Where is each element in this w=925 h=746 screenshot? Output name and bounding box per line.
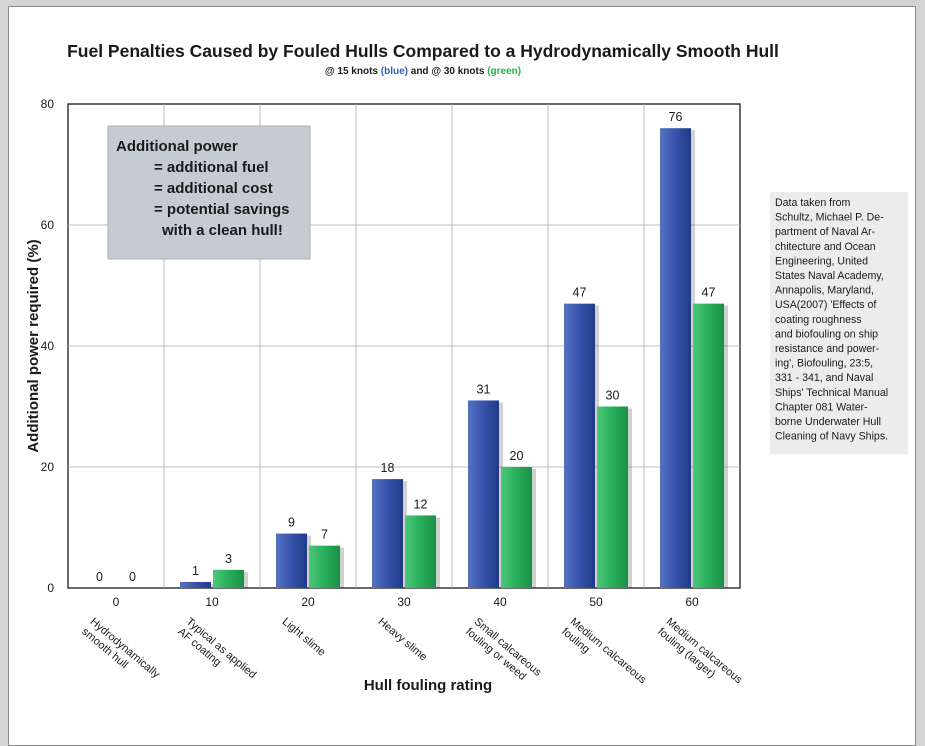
annotation-line: Additional power (116, 138, 238, 155)
x-tick-category: Light slime (280, 616, 328, 659)
x-tick-rating: 0 (113, 595, 120, 609)
x-tick-category-line: Heavy slime (376, 616, 430, 664)
annotation-background (107, 125, 311, 260)
note-line: chitecture and Ocean (775, 241, 876, 253)
x-tick-rating: 60 (685, 595, 699, 609)
annotation-line: = potential savings (154, 201, 289, 218)
annotation-line: = additional cost (154, 180, 273, 197)
bar-30-knots (405, 515, 436, 588)
bar-value-label: 47 (702, 286, 716, 300)
bar-value-label: 76 (669, 110, 683, 124)
note-line: Schultz, Michael P. De- (775, 212, 884, 224)
bar-value-label: 18 (381, 461, 395, 475)
bar-value-label: 20 (510, 449, 524, 463)
annotation-line: = additional fuel (154, 159, 269, 176)
bar-15-knots (276, 533, 307, 588)
bar-30-knots (501, 467, 532, 588)
y-tick-label: 60 (41, 218, 55, 232)
note-line: Ships' Technical Manual (775, 387, 888, 399)
bar-value-label: 9 (288, 516, 295, 530)
note-line: borne Underwater Hull (775, 416, 881, 428)
note-line: States Naval Academy, (775, 270, 884, 282)
x-tick-rating: 10 (205, 595, 219, 609)
note-line: USA(2007) 'Effects of (775, 299, 876, 311)
bar-30-knots (309, 545, 340, 588)
bar-value-label: 30 (606, 389, 620, 403)
bar-30-knots (693, 303, 724, 588)
note-line: Cleaning of Navy Ships. (775, 431, 888, 443)
note-line: resistance and power- (775, 343, 880, 355)
bar-15-knots (372, 479, 403, 588)
note-line: 331 - 341, and Naval (775, 372, 873, 384)
note-line: coating roughness (775, 314, 862, 326)
subtitle-green: (green) (487, 66, 521, 77)
note-line: and biofouling on ship (775, 328, 878, 340)
subtitle-blue: (blue) (381, 66, 408, 77)
note-line: Engineering, United (775, 255, 868, 267)
bar-15-knots (564, 303, 595, 588)
bar-30-knots (597, 406, 628, 588)
bars (180, 128, 728, 588)
note-line: ing', Biofouling, 23:5, (775, 358, 873, 370)
bar-30-knots (213, 569, 244, 588)
chart-title: Fuel Penalties Caused by Fouled Hulls Co… (67, 41, 779, 61)
bar-value-label: 1 (192, 564, 199, 578)
bar-15-knots (660, 128, 691, 588)
y-tick-label: 80 (41, 97, 55, 111)
note-line: Chapter 081 Water- (775, 401, 868, 413)
y-tick-label: 20 (41, 460, 55, 474)
note-background (770, 192, 908, 455)
y-tick-label: 0 (47, 581, 54, 595)
x-tick-rating: 30 (397, 595, 411, 609)
annotation-line: with a clean hull! (161, 222, 283, 239)
bar-value-label: 3 (225, 552, 232, 566)
note-line: partment of Naval Ar- (775, 226, 876, 238)
bar-value-label: 31 (477, 382, 491, 396)
annotation-box: Additional power = additional fuel = addit… (107, 125, 311, 260)
x-tick-rating: 20 (301, 595, 315, 609)
chart-subtitle: @ 15 knots (blue) and @ 30 knots (green) (325, 66, 521, 77)
note-line: Data taken from (775, 197, 851, 209)
bar-value-label: 0 (129, 570, 136, 584)
subtitle-middle: and @ 30 knots (408, 66, 487, 77)
bar-value-label: 0 (96, 570, 103, 584)
bar-15-knots (180, 581, 211, 588)
bar-value-labels: 0 0 1 3 9 7 18 12 31 20 47 30 76 47 (96, 110, 715, 584)
x-tick-category-line: Light slime (280, 616, 328, 659)
bar-value-label: 12 (414, 497, 428, 511)
y-tick-labels: 0 20 40 60 80 (41, 97, 55, 595)
x-axis-label: Hull fouling rating (364, 677, 492, 694)
bar-value-label: 47 (573, 286, 587, 300)
y-tick-label: 40 (41, 339, 55, 353)
y-axis-label: Additional power required (%) (25, 239, 42, 452)
x-tick-category: Heavy slime (376, 616, 430, 664)
bar-value-label: 7 (321, 528, 328, 542)
bar-15-knots (468, 400, 499, 588)
note-line: Annapolis, Maryland, (775, 285, 874, 297)
source-note: Data taken from Schultz, Michael P. De-pa… (770, 192, 908, 455)
x-tick-rating: 40 (493, 595, 507, 609)
x-tick-rating: 50 (589, 595, 603, 609)
subtitle-prefix: @ 15 knots (325, 66, 381, 77)
